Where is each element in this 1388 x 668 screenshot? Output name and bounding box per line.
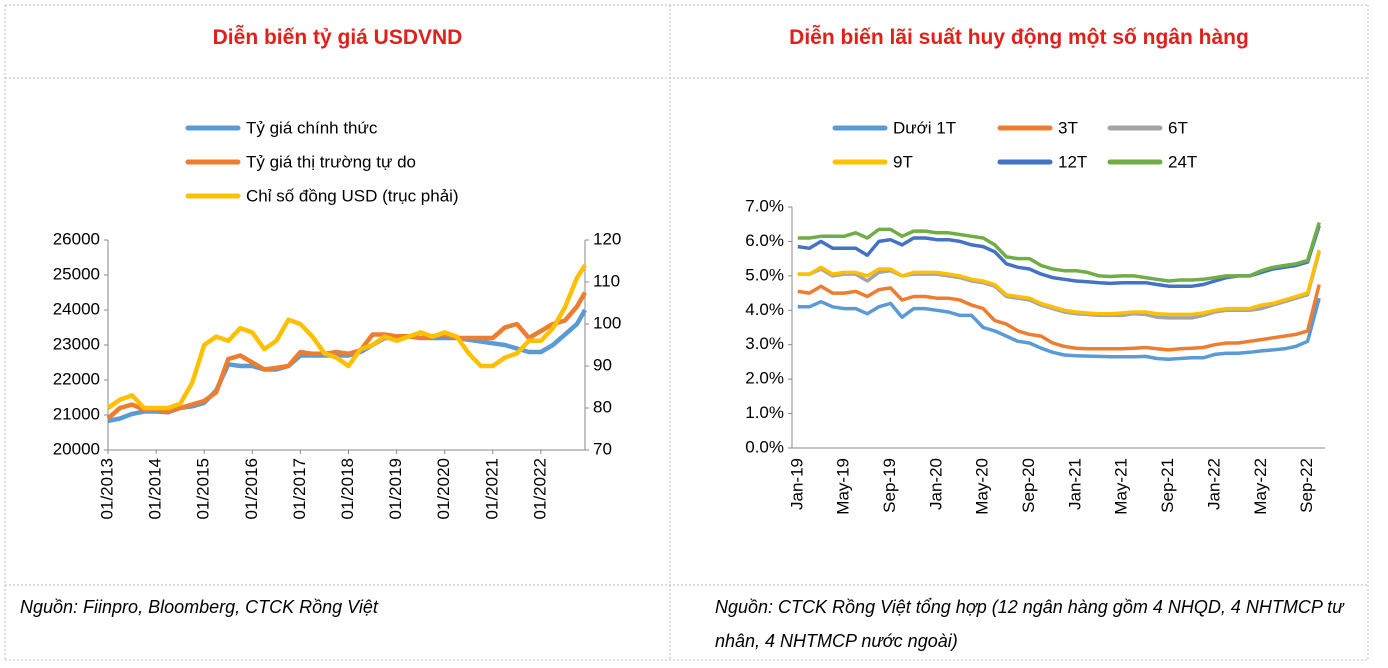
y2-tick-label: 120 (593, 229, 621, 248)
x-tick-label: May-19 (834, 458, 853, 515)
x-tick-label: Sep-20 (1019, 458, 1038, 513)
series-line (106, 291, 587, 421)
y-tick-label: 23000 (53, 334, 100, 353)
y-tick-label: 3.0% (745, 334, 784, 353)
x-tick-label: 01/2017 (290, 458, 309, 519)
y-tick-label: 0.0% (745, 437, 784, 456)
x-tick-label: Jan-22 (1204, 458, 1223, 510)
y-tick-label: 22000 (53, 369, 100, 388)
y2-tick-label: 110 (593, 271, 620, 290)
x-tick-label: 01/2013 (97, 458, 116, 519)
x-tick-label: 01/2014 (146, 458, 165, 519)
y-tick-label: 21000 (53, 404, 100, 423)
y-tick-label: 7.0% (745, 196, 784, 215)
y-tick-label: 4.0% (745, 300, 784, 319)
y-tick-label: 6.0% (745, 231, 784, 250)
x-tick-label: Sep-21 (1158, 458, 1177, 513)
legend-label: 6T (1168, 118, 1188, 137)
legend-label: 12T (1058, 152, 1087, 171)
y-tick-label: 25000 (53, 264, 100, 283)
x-tick-label: May-22 (1251, 458, 1270, 515)
x-tick-label: 01/2021 (482, 458, 501, 519)
y-tick-label: 20000 (53, 439, 100, 458)
y-tick-label: 1.0% (745, 403, 784, 422)
x-tick-label: 01/2022 (530, 458, 549, 519)
y2-tick-label: 90 (593, 355, 612, 374)
series-line (106, 263, 587, 411)
chart-title: Diễn biến tỷ giá USDVND (212, 26, 463, 49)
x-tick-label: 01/2015 (194, 458, 213, 519)
source-note: Nguồn: CTCK Rồng Việt tổng hợp (12 ngân … (715, 597, 1344, 651)
x-tick-label: 01/2018 (338, 458, 357, 519)
series-line (797, 284, 1321, 352)
legend-label: Tỷ giá thị trường tự do (246, 152, 416, 171)
legend-label: Tỷ giá chính thức (246, 118, 378, 137)
y-tick-label: 2.0% (745, 369, 784, 388)
x-tick-label: Sep-22 (1297, 458, 1316, 513)
legend-label: 24T (1168, 152, 1197, 171)
series-line (797, 297, 1321, 361)
x-tick-label: Sep-19 (880, 458, 899, 513)
y-tick-label: 24000 (53, 299, 100, 318)
chart-title: Diễn biến lãi suất huy động một số ngân … (789, 26, 1249, 49)
source-note: Nguồn: Fiinpro, Bloomberg, CTCK Rồng Việ… (20, 597, 378, 617)
series-line (797, 249, 1321, 317)
y-tick-label: 5.0% (745, 265, 784, 284)
legend-label: 9T (893, 152, 913, 171)
x-tick-label: 01/2019 (386, 458, 405, 519)
x-tick-label: May-21 (1112, 458, 1131, 515)
x-tick-label: Jan-21 (1065, 458, 1084, 510)
y-tick-label: 26000 (53, 229, 100, 248)
y2-tick-label: 100 (593, 313, 621, 332)
x-tick-label: Jan-20 (926, 458, 945, 510)
x-tick-label: May-20 (973, 458, 992, 515)
x-tick-label: 01/2020 (434, 458, 453, 519)
series-line (797, 221, 1321, 283)
x-tick-label: 01/2016 (242, 458, 261, 519)
y2-tick-label: 70 (593, 439, 612, 458)
legend-label: Chỉ số đồng USD (trục phải) (246, 186, 459, 205)
x-tick-label: Jan-19 (787, 458, 806, 510)
legend-label: 3T (1058, 118, 1078, 137)
y2-tick-label: 80 (593, 397, 612, 416)
legend-label: Dưới 1T (893, 118, 956, 137)
